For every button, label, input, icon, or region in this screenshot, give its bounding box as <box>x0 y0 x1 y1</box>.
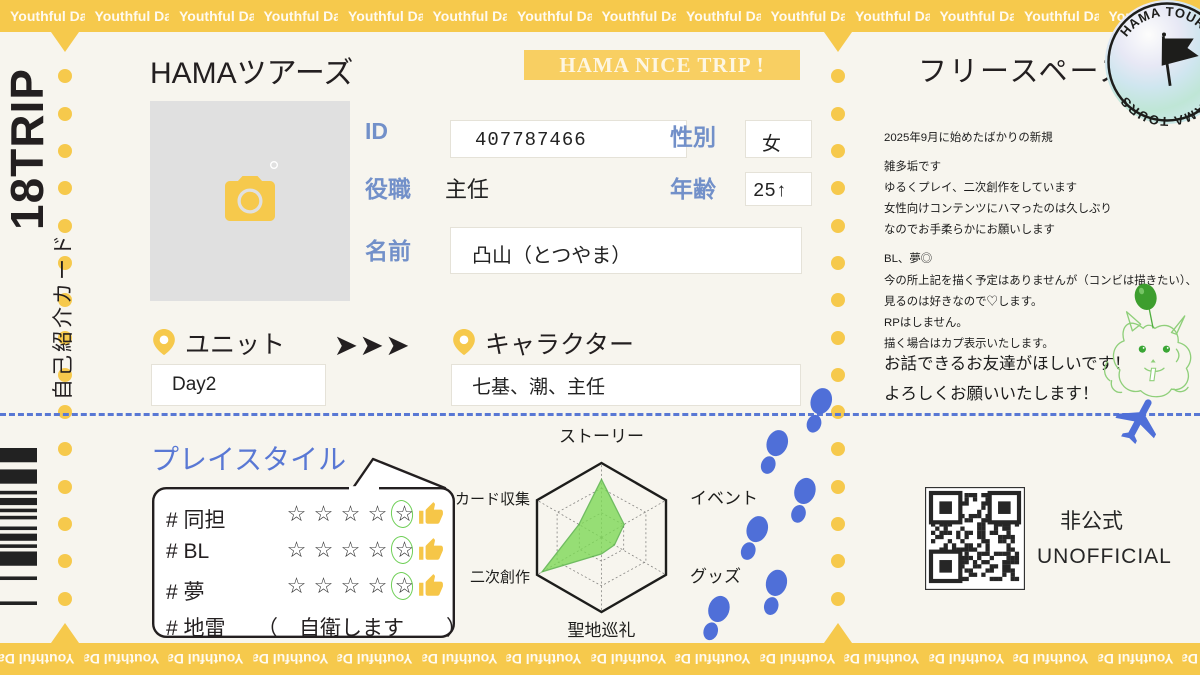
svg-text:聖地巡礼: 聖地巡礼 <box>568 621 636 640</box>
svg-text:イベント: イベント <box>690 489 758 508</box>
svg-text:ストーリー: ストーリー <box>559 427 644 446</box>
svg-text:グッズ: グッズ <box>690 567 741 586</box>
svg-text:二次創作: 二次創作 <box>470 569 530 586</box>
svg-text:カード収集: カード収集 <box>455 491 530 508</box>
